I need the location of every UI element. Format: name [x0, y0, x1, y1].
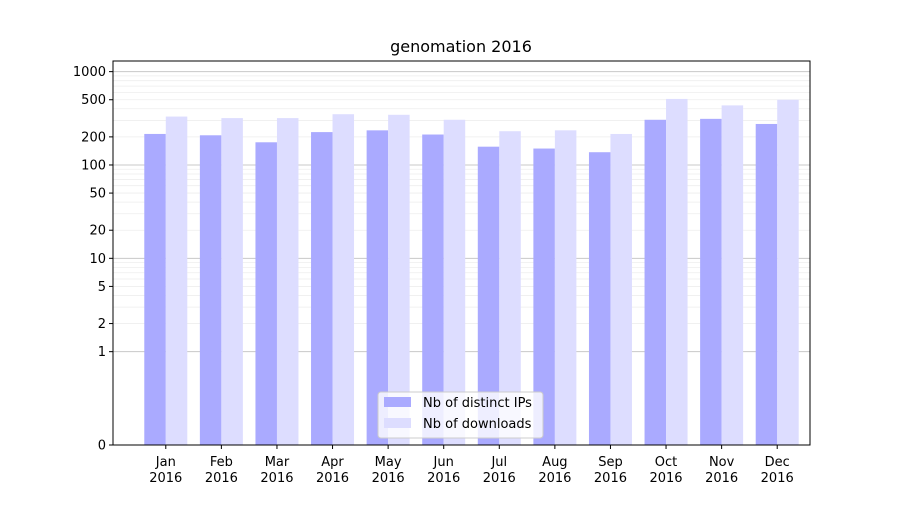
x-tick-label: Oct — [655, 455, 677, 470]
x-tick-label: Nov — [709, 455, 735, 470]
bar-distinct-ips — [533, 148, 555, 445]
bar-downloads — [777, 99, 799, 445]
x-tick-label: May — [375, 455, 402, 470]
x-tick-label: Sep — [598, 455, 623, 470]
x-tick-label-year: 2016 — [427, 471, 460, 486]
x-tick-label: Feb — [210, 455, 233, 470]
x-tick-label: Jan — [155, 455, 176, 470]
bar-distinct-ips — [144, 133, 166, 445]
legend-label-downloads: Nb of downloads — [423, 417, 532, 432]
y-tick-label: 10 — [89, 252, 106, 267]
legend-box — [377, 391, 544, 439]
y-tick-label: 200 — [81, 130, 106, 145]
x-tick-label-year: 2016 — [149, 471, 182, 486]
y-tick-label: 2 — [98, 317, 106, 332]
bar-distinct-ips — [700, 118, 722, 445]
bar-distinct-ips — [422, 134, 444, 445]
bar-distinct-ips — [255, 142, 277, 445]
plot-frame — [112, 60, 811, 446]
x-tick-label-year: 2016 — [649, 471, 682, 486]
x-tick-label: Apr — [321, 455, 344, 470]
bars-layer — [144, 98, 799, 446]
legend: Nb of distinct IPs Nb of downloads — [377, 391, 544, 439]
x-tick-label-year: 2016 — [594, 471, 627, 486]
y-tick-label: 5 — [98, 280, 106, 295]
x-tick-label-year: 2016 — [260, 471, 293, 486]
bar-downloads — [388, 114, 410, 446]
legend-swatch-downloads — [384, 418, 411, 428]
bar-distinct-ips — [311, 132, 333, 446]
y-tick-label: 100 — [81, 158, 106, 173]
bar-distinct-ips — [477, 146, 500, 445]
bar-downloads — [276, 118, 299, 446]
y-tick-label: 1000 — [73, 65, 106, 80]
bar-distinct-ips — [644, 119, 667, 446]
chart-title: genomation 2016 — [390, 37, 532, 56]
x-tick-label-year: 2016 — [705, 471, 738, 486]
bar-downloads — [721, 105, 744, 446]
bar-downloads — [221, 118, 243, 446]
x-tick-label-year: 2016 — [372, 471, 405, 486]
x-tick-label: Aug — [542, 455, 567, 470]
y-tick-label: 0 — [98, 439, 106, 454]
bar-downloads — [499, 131, 521, 445]
bar-downloads — [610, 133, 632, 445]
bar-distinct-ips — [199, 135, 222, 445]
x-tick-label-year: 2016 — [205, 471, 238, 486]
bar-distinct-ips — [366, 130, 389, 445]
legend-swatch-distinct-ips — [384, 397, 411, 407]
y-tick-label: 500 — [81, 93, 106, 108]
bar-downloads — [666, 98, 688, 445]
x-tick-label: Mar — [265, 455, 290, 470]
x-tick-label: Dec — [765, 455, 790, 470]
bar-downloads — [554, 130, 577, 445]
axes-layer: 01251020501002005001000Jan2016Feb2016Mar… — [73, 60, 811, 486]
bar-distinct-ips — [588, 152, 611, 445]
bar-downloads — [443, 119, 466, 446]
bar-downloads — [165, 116, 188, 445]
legend-label-distinct-ips: Nb of distinct IPs — [423, 396, 532, 411]
x-tick-label: Jul — [490, 455, 507, 470]
y-tick-label: 50 — [89, 187, 106, 202]
x-tick-label: Jun — [433, 455, 454, 470]
y-tick-label: 1 — [98, 345, 106, 360]
y-tick-label: 20 — [89, 224, 106, 239]
x-tick-label-year: 2016 — [483, 471, 516, 486]
bar-distinct-ips — [755, 123, 778, 445]
x-tick-label-year: 2016 — [761, 471, 794, 486]
x-tick-label-year: 2016 — [538, 471, 571, 486]
bar-downloads — [332, 114, 355, 446]
x-tick-label-year: 2016 — [316, 471, 349, 486]
